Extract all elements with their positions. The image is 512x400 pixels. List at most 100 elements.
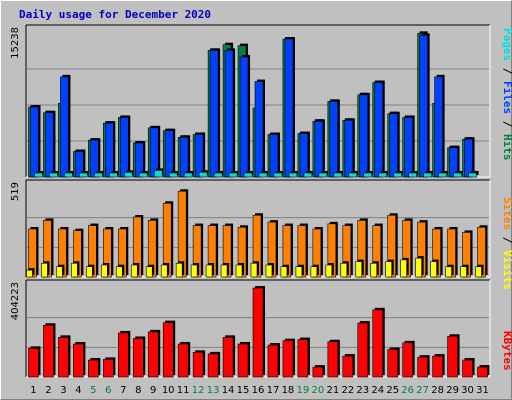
bar-pages — [468, 172, 477, 178]
x-tick-label: 3 — [60, 385, 66, 396]
bar-pages — [453, 172, 462, 178]
bar-files — [60, 76, 69, 178]
bar-pages — [438, 172, 447, 178]
bar-kbytes — [252, 287, 264, 378]
bar-pages — [378, 172, 388, 178]
bar-sites — [175, 262, 183, 278]
bar-sites — [86, 266, 93, 278]
bar-kbytes — [387, 349, 399, 378]
bar-pages — [393, 172, 403, 178]
bar-kbytes — [357, 322, 369, 378]
bar-sites — [475, 266, 482, 278]
legend-hits-files-pages: Pages / Files / Hits — [501, 28, 512, 161]
y-max-label: 404223 — [10, 282, 21, 320]
x-tick-label: 7 — [120, 385, 126, 396]
legend-part: / — [501, 230, 512, 250]
bar-kbytes — [162, 322, 174, 378]
bar-kbytes — [282, 340, 294, 378]
legend-part: Visits — [501, 250, 512, 290]
bar-files — [30, 106, 39, 178]
legend-part: / — [501, 114, 512, 134]
bar-pages — [288, 172, 298, 178]
bar-files — [404, 117, 413, 178]
bar-files — [254, 81, 264, 178]
bar-kbytes — [73, 343, 84, 378]
bar-pages — [333, 172, 343, 178]
x-tick-label: 30 — [461, 385, 474, 396]
legend-kbytes: KBytes — [501, 331, 512, 371]
x-tick-label: 4 — [75, 385, 81, 396]
bar-kbytes — [402, 342, 413, 378]
x-tick-label: 16 — [252, 385, 265, 396]
bar-files — [119, 117, 129, 178]
bar-sites — [355, 261, 363, 278]
bar-files — [105, 122, 114, 178]
legend-part: / — [501, 61, 512, 81]
bar-pages — [183, 172, 193, 178]
bar-kbytes — [312, 366, 324, 378]
x-tick-label: 11 — [177, 385, 190, 396]
bar-files — [239, 56, 249, 178]
x-tick-label: 20 — [312, 385, 325, 396]
bar-pages — [123, 171, 133, 178]
bar-files — [434, 76, 443, 178]
x-tick-label: 2 — [45, 385, 51, 396]
bar-files — [419, 34, 428, 178]
x-tick-label: 29 — [446, 385, 459, 396]
chart-title: Daily usage for December 2020 — [19, 8, 212, 21]
bar-sites — [310, 266, 318, 278]
bar-pages — [348, 172, 358, 178]
legend-part: Hits — [501, 134, 512, 161]
bar-sites — [160, 264, 168, 278]
bar-kbytes — [28, 348, 39, 378]
bar-files — [209, 50, 219, 178]
bar-pages — [94, 172, 103, 178]
bar-sites — [71, 262, 78, 278]
x-tick-label: 6 — [105, 385, 111, 396]
bar-sites — [205, 264, 213, 278]
bar-files — [329, 101, 339, 178]
bar-kbytes — [327, 341, 339, 378]
bar-kbytes — [88, 359, 99, 378]
y-max-label: 519 — [10, 182, 21, 201]
bar-kbytes — [43, 324, 54, 378]
x-tick-label: 9 — [150, 385, 156, 396]
bar-files — [389, 113, 399, 178]
bar-sites — [220, 264, 228, 278]
bar-pages — [213, 172, 223, 178]
bar-files — [224, 50, 234, 178]
bar-sites — [250, 262, 258, 278]
bar-sites — [460, 266, 467, 278]
x-tick-label: 8 — [135, 385, 141, 396]
bar-sites — [115, 266, 123, 278]
x-tick-label: 5 — [90, 385, 96, 396]
x-tick-label: 28 — [431, 385, 444, 396]
x-tick-label: 19 — [297, 385, 310, 396]
bar-files — [314, 120, 324, 178]
bar-kbytes — [222, 337, 234, 378]
bar-sites — [130, 264, 138, 278]
bar-pages — [423, 172, 432, 178]
x-tick-label: 24 — [371, 385, 384, 396]
bar-sites — [41, 262, 48, 278]
x-tick-label: 22 — [341, 385, 354, 396]
bar-pages — [79, 172, 88, 178]
bar-files — [344, 119, 354, 178]
bar-files — [45, 112, 54, 178]
bar-sites — [235, 264, 243, 278]
bar-pages — [273, 172, 283, 178]
bar-pages — [243, 172, 253, 178]
bar-kbytes — [207, 353, 219, 378]
bar-sites — [145, 266, 153, 278]
y-max-label: 15238 — [10, 27, 21, 59]
legend-part: Sites — [501, 197, 512, 230]
bar-sites — [101, 264, 108, 278]
legend-part: Pages — [501, 28, 512, 61]
bar-kbytes — [132, 338, 144, 378]
bar-files — [284, 38, 294, 178]
x-tick-label: 31 — [476, 385, 489, 396]
x-tick-label: 13 — [207, 385, 220, 396]
bar-sites — [445, 266, 452, 278]
bar-files — [359, 94, 369, 178]
x-tick-label: 17 — [267, 385, 280, 396]
